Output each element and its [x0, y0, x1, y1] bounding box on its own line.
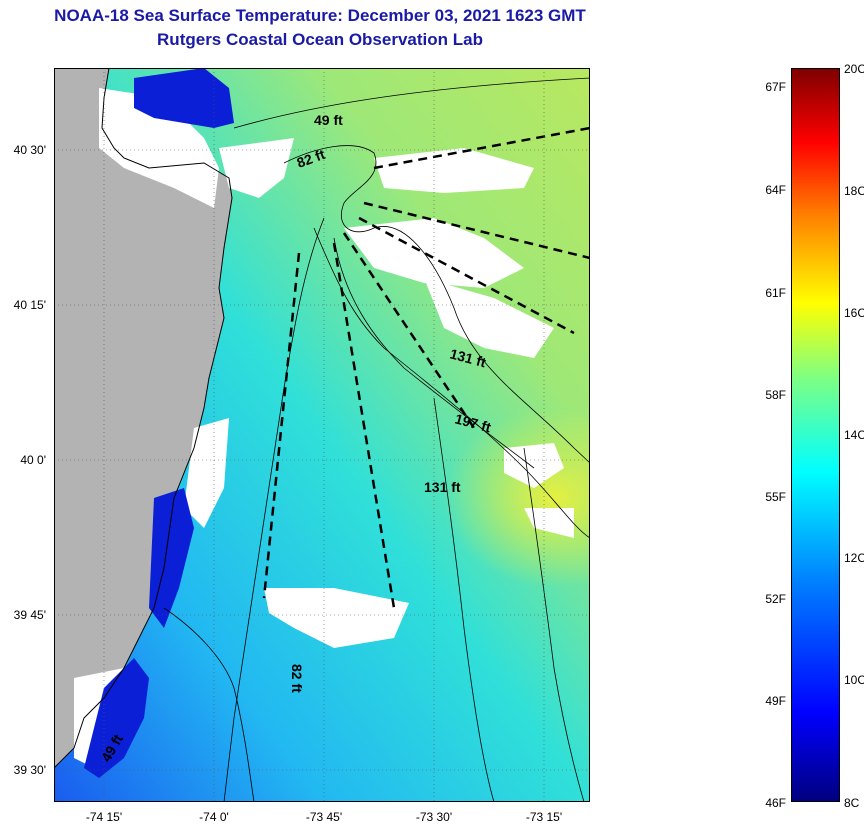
colorbar-f-label: 64F — [765, 183, 786, 197]
depth-label: 82 ft — [289, 664, 305, 693]
colorbar-f-label: 67F — [765, 80, 786, 94]
land-area — [54, 68, 232, 768]
lon-label: -74 15' — [85, 810, 123, 824]
colorbar-c-label: 14C — [844, 428, 864, 442]
sst-map: 49 ft 82 ft 131 ft 197 ft 131 ft 82 ft 4… — [54, 68, 590, 802]
graticule — [54, 68, 590, 802]
colorbar-c-label: 8C — [844, 796, 860, 810]
lon-label: -73 30' — [415, 810, 453, 824]
temperature-colorbar — [791, 68, 840, 802]
colorbar-f-label: 49F — [765, 694, 786, 708]
lon-label: -74 0' — [199, 810, 229, 824]
depth-label: 49 ft — [314, 112, 343, 128]
colorbar-c-label: 12C — [844, 551, 864, 565]
lon-label: -73 45' — [305, 810, 343, 824]
map-subtitle: Rutgers Coastal Ocean Observation Lab — [157, 30, 483, 49]
colorbar-f-label: 52F — [765, 592, 786, 606]
colorbar-c-label: 18C — [844, 184, 864, 198]
lon-label: -73 15' — [525, 810, 563, 824]
lat-label: 40 0' — [20, 453, 46, 467]
coastline — [54, 68, 233, 769]
colorbar-c-label: 16C — [844, 306, 864, 320]
lat-label: 40 15' — [13, 298, 46, 312]
map-title: NOAA-18 Sea Surface Temperature: Decembe… — [54, 6, 586, 25]
colorbar-f-label: 61F — [765, 286, 786, 300]
colorbar-c-label: 20C — [844, 62, 864, 76]
colorbar-f-label: 58F — [765, 388, 786, 402]
colorbar-c-label: 10C — [844, 673, 864, 687]
cold-water — [84, 68, 234, 778]
depth-label: 131 ft — [424, 479, 461, 495]
dashed-transects — [262, 126, 590, 609]
lat-label: 39 30' — [13, 763, 46, 777]
colorbar-f-label: 46F — [765, 796, 786, 810]
lat-label: 40 30' — [13, 143, 46, 157]
colorbar-f-label: 55F — [765, 490, 786, 504]
lat-label: 39 45' — [13, 608, 46, 622]
